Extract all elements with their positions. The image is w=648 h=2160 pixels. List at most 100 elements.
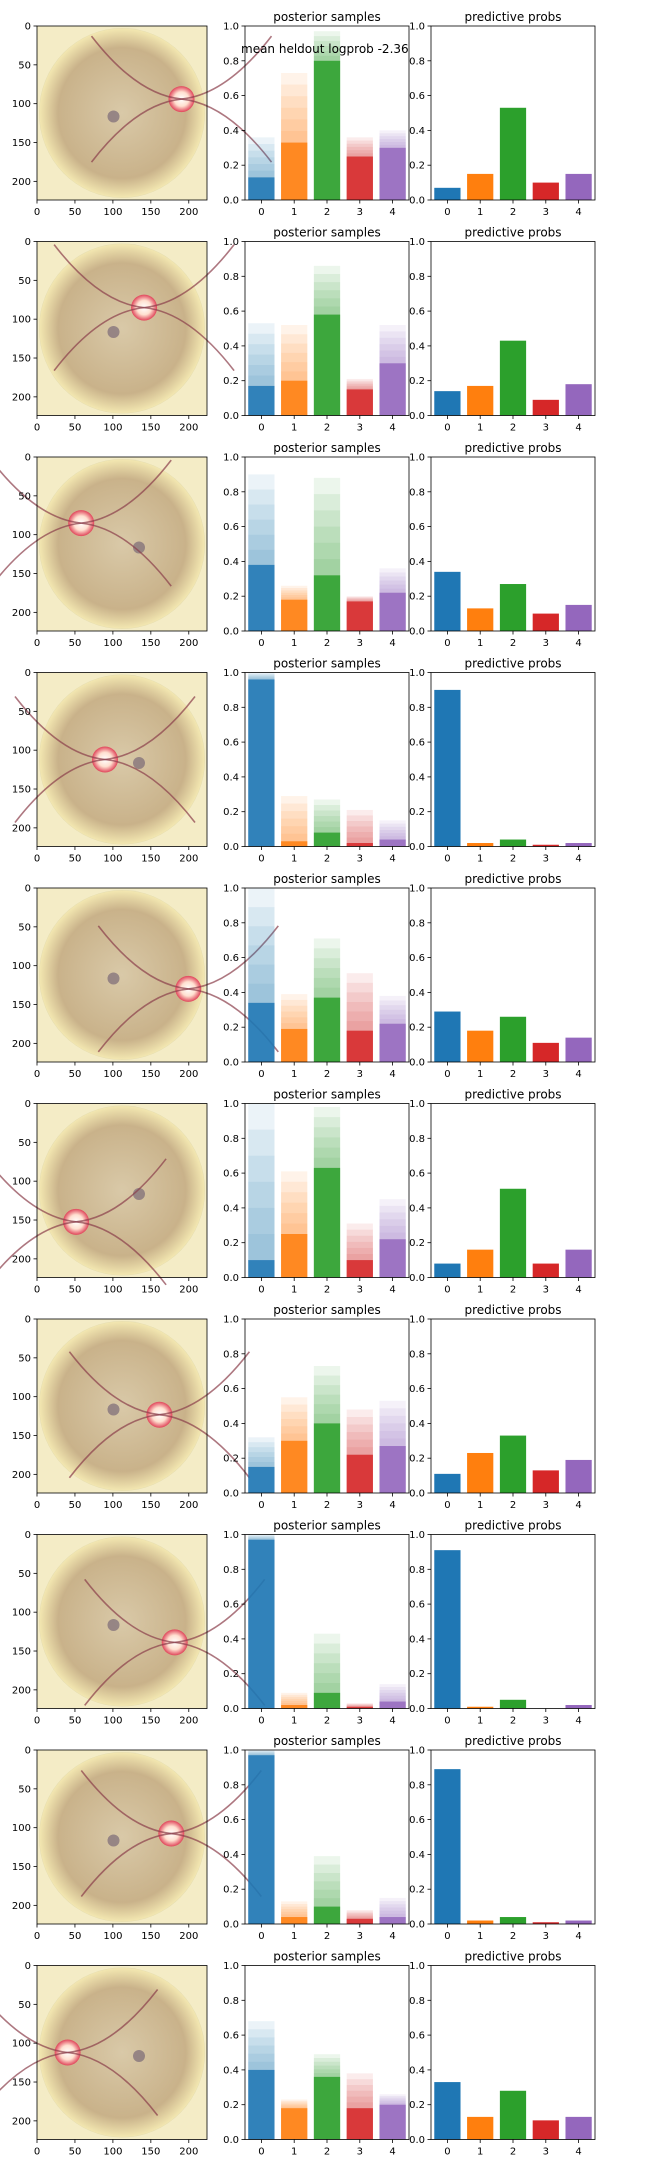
image-panel: 0 50 100 150 200 0 50 100 150 200 xyxy=(12,668,208,865)
image-y-tick-label: 200 xyxy=(12,1254,31,1265)
posterior-sample-bar xyxy=(281,1700,308,1709)
image-y-tick-label: 150 xyxy=(12,569,31,580)
posterior-samples-panel: 0 1 2 3 4 0.0 0.2 0.4 0.6 0.8 1.0 posterior samples xyxy=(223,1950,410,2158)
macula xyxy=(107,1403,120,1416)
posterior-bar-3 xyxy=(346,601,373,631)
row-9: 0 50 100 150 200 0 50 100 150 200 0 1 2 3 4 0.0 0.2 0.4 0.… xyxy=(12,1734,596,1942)
image-y-tick-label: 150 xyxy=(12,138,31,149)
bar-y-tick-label: 0.0 xyxy=(409,1920,425,1931)
predictive-bar-4 xyxy=(565,173,592,200)
retina-fundus-image xyxy=(39,28,205,198)
image-y-tick-label: 50 xyxy=(18,1784,31,1795)
bar-y-tick-label: 1.0 xyxy=(223,1961,239,1972)
bar-x-tick-label: 1 xyxy=(291,854,297,865)
bar-x-tick-label: 1 xyxy=(291,1069,297,1080)
predictive-probs-title: predictive probs xyxy=(464,441,561,455)
image-y-tick-label: 0 xyxy=(25,1961,31,1972)
bar-y-tick-label: 0.0 xyxy=(409,627,425,638)
bar-x-tick-label: 0 xyxy=(258,854,264,865)
posterior-bar-3 xyxy=(346,1454,373,1493)
bar-y-tick-label: 0.0 xyxy=(409,1489,425,1500)
predictive-bar-1 xyxy=(467,173,494,200)
bar-axes-frame xyxy=(244,1318,410,1494)
predictive-bar-0 xyxy=(434,1550,461,1709)
image-x-tick-label: 150 xyxy=(141,638,160,649)
bar-x-tick-label: 1 xyxy=(291,1285,297,1296)
image-x-tick-label: 0 xyxy=(34,1716,40,1727)
image-y-tick-label: 50 xyxy=(18,491,31,502)
bar-y-tick-label: 1.0 xyxy=(223,1315,239,1326)
vessel xyxy=(181,35,273,100)
row-4: 0 50 100 150 200 0 50 100 150 200 0 1 2 3 4 0.0 0.2 0.4 0.… xyxy=(12,657,596,865)
posterior-bar-2 xyxy=(313,60,341,200)
posterior-sample-bar xyxy=(281,1698,308,1709)
bar-y-tick-label: 0.8 xyxy=(223,487,239,498)
posterior-samples-panel: 0 1 2 3 4 0.0 0.2 0.4 0.6 0.8 1.0 posterior samples xyxy=(223,872,410,1080)
vessel xyxy=(14,696,106,761)
image-x-tick-label: 200 xyxy=(179,423,198,434)
posterior-bar-3 xyxy=(346,156,373,200)
vessel xyxy=(144,306,235,372)
bar-y-tick-label: 1.0 xyxy=(409,1746,425,1757)
image-panel: 0 50 100 150 200 0 50 100 150 200 xyxy=(0,453,208,649)
bar-axes-frame xyxy=(244,1749,410,1925)
image-x-tick-label: 50 xyxy=(69,423,82,434)
bar-y-tick-label: 0.0 xyxy=(223,1704,239,1715)
bar-axes-frame xyxy=(430,672,596,847)
posterior-sample-bar xyxy=(248,1129,275,1278)
posterior-bar-1 xyxy=(281,841,308,847)
bar-y-tick-label: 0.0 xyxy=(223,1058,239,1069)
posterior-sample-bar xyxy=(346,837,373,847)
bar-x-tick-label: 1 xyxy=(291,207,297,218)
retina-fundus-image xyxy=(39,1752,205,1922)
image-x-tick-label: 50 xyxy=(69,1931,82,1942)
posterior-sample-bar xyxy=(281,803,308,847)
predictive-bar-4 xyxy=(565,1920,592,1924)
image-y-tick-label: 200 xyxy=(12,392,31,403)
bar-x-tick-label: 3 xyxy=(357,1285,363,1296)
bar-y-tick-label: 0.0 xyxy=(223,1273,239,1284)
bar-x-tick-label: 2 xyxy=(324,1285,330,1296)
image-x-tick-label: 100 xyxy=(103,1069,122,1080)
image-y-tick-label: 200 xyxy=(12,2116,31,2127)
vessel xyxy=(104,758,196,823)
image-y-tick-label: 0 xyxy=(25,1746,31,1757)
bar-x-tick-label: 1 xyxy=(477,1069,483,1080)
predictive-bar-0 xyxy=(434,689,461,847)
predictive-probs-panel: 0 1 2 3 4 0.0 0.2 0.4 0.6 0.8 1.0 predictive probs xyxy=(409,1734,596,1942)
image-x-tick-label: 50 xyxy=(69,2147,82,2158)
bar-x-tick-label: 0 xyxy=(444,854,450,865)
bar-y-tick-label: 0.2 xyxy=(223,1669,239,1680)
posterior-bar-0 xyxy=(248,1466,275,1493)
posterior-samples-panel: 0 1 2 3 4 0.0 0.2 0.4 0.6 0.8 1.0 posterior samples xyxy=(223,1088,410,1296)
bar-axes-frame xyxy=(430,1749,596,1925)
image-x-tick-label: 150 xyxy=(141,1931,160,1942)
predictive-bar-4 xyxy=(565,1705,592,1709)
posterior-bar-1 xyxy=(281,1028,308,1062)
image-panel: 0 50 100 150 200 0 50 100 150 200 xyxy=(12,884,279,1080)
predictive-probs-panel: 0 1 2 3 4 0.0 0.2 0.4 0.6 0.8 1.0 predictive probs xyxy=(409,657,596,865)
bar-x-tick-label: 4 xyxy=(389,1931,395,1942)
image-y-tick-label: 50 xyxy=(18,922,31,933)
bar-x-tick-label: 2 xyxy=(510,854,516,865)
row-8: 0 50 100 150 200 0 50 100 150 200 0 1 2 3 4 0.0 0.2 0.4 0.… xyxy=(12,1519,596,1727)
bar-y-tick-label: 0.6 xyxy=(409,1600,425,1611)
image-x-tick-label: 200 xyxy=(179,1931,198,1942)
bar-x-tick-label: 2 xyxy=(324,423,330,434)
predictive-bar-1 xyxy=(467,1452,494,1493)
image-y-tick-label: 0 xyxy=(25,1099,31,1110)
predictive-bar-0 xyxy=(434,2082,461,2140)
bar-y-tick-label: 0.8 xyxy=(223,56,239,67)
predictive-bar-4 xyxy=(565,1037,592,1062)
predictive-bar-0 xyxy=(434,571,461,631)
bar-x-tick-label: 0 xyxy=(444,638,450,649)
image-x-tick-label: 50 xyxy=(69,207,82,218)
image-x-tick-label: 0 xyxy=(34,1285,40,1296)
macula xyxy=(107,972,120,985)
bar-y-tick-label: 0.4 xyxy=(223,988,239,999)
posterior-sample-bar xyxy=(248,1103,275,1278)
image-x-tick-label: 100 xyxy=(103,854,122,865)
bar-y-tick-label: 0.6 xyxy=(223,953,239,964)
bar-y-tick-label: 0.0 xyxy=(223,1489,239,1500)
bar-x-tick-label: 2 xyxy=(510,207,516,218)
